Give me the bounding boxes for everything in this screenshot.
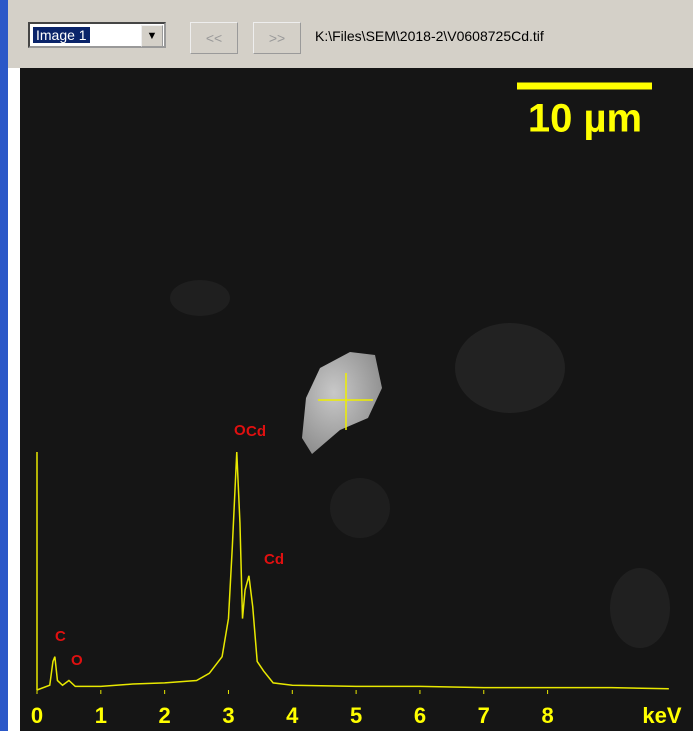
x-tick-label: 0 bbox=[31, 703, 43, 728]
x-tick-label: 4 bbox=[286, 703, 299, 728]
scale-bar-label: 10 µm bbox=[528, 97, 642, 141]
file-path: K:\Files\SEM\2018-2\V0608725Cd.tif bbox=[315, 28, 544, 44]
faint-blob bbox=[170, 280, 230, 316]
faint-blob bbox=[455, 323, 565, 413]
x-tick-label: 1 bbox=[95, 703, 107, 728]
next-button[interactable]: >> bbox=[253, 22, 301, 54]
dropdown-arrow[interactable]: ▼ bbox=[141, 25, 163, 47]
peak-label: Cd bbox=[264, 551, 284, 568]
peak-label: O bbox=[234, 422, 246, 439]
x-axis-label: keV bbox=[642, 703, 681, 728]
app-window: Image 1 ▼ << >> K:\Files\SEM\2018-2\V060… bbox=[0, 0, 693, 731]
dropdown-text: Image 1 bbox=[33, 27, 90, 43]
x-tick-label: 6 bbox=[414, 703, 426, 728]
image-dropdown[interactable]: Image 1 ▼ bbox=[28, 22, 166, 48]
faint-blob bbox=[610, 568, 670, 648]
peak-label: C bbox=[55, 628, 66, 645]
x-tick-label: 8 bbox=[541, 703, 553, 728]
peak-label: Cd bbox=[246, 423, 266, 440]
faint-blob bbox=[330, 478, 390, 538]
prev-button[interactable]: << bbox=[190, 22, 238, 54]
window-border bbox=[0, 0, 8, 731]
x-tick-label: 3 bbox=[222, 703, 234, 728]
x-tick-label: 7 bbox=[478, 703, 490, 728]
x-tick-label: 5 bbox=[350, 703, 362, 728]
peak-label: O bbox=[71, 652, 83, 669]
x-tick-label: 2 bbox=[159, 703, 171, 728]
